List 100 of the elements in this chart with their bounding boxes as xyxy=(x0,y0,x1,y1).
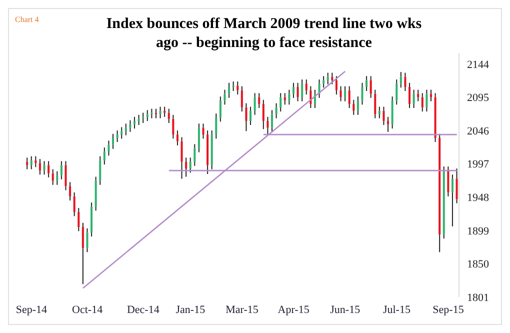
candlestick xyxy=(280,92,282,112)
x-tick-label: Oct-14 xyxy=(72,304,104,316)
candlestick xyxy=(52,168,54,186)
candlestick xyxy=(138,114,140,126)
y-tick-label: 1850 xyxy=(467,258,490,271)
candlestick xyxy=(305,79,308,95)
candlestick xyxy=(219,96,222,122)
x-tick-label: Jan-15 xyxy=(176,304,206,316)
chart-title: Index bounces off March 2009 trend line two wks ago -- beginning to face resistance xyxy=(105,15,423,53)
candlestick xyxy=(198,123,200,153)
candlestick xyxy=(48,160,50,178)
candlestick xyxy=(78,207,80,232)
candlestick xyxy=(396,79,398,106)
candlestick xyxy=(142,112,144,124)
candlestick xyxy=(34,156,37,168)
candlestick xyxy=(30,156,32,170)
candlestick xyxy=(38,158,41,176)
caption: Chart 4 xyxy=(15,15,39,24)
y-tick-label: 1899 xyxy=(467,225,490,238)
y-tick-label: 2144 xyxy=(467,58,490,71)
candlestick xyxy=(94,176,97,212)
candlestick xyxy=(382,106,385,126)
candlestick xyxy=(387,116,390,132)
candlestick xyxy=(245,102,248,132)
x-tick-label: Mar-15 xyxy=(226,304,259,316)
candlestick xyxy=(288,89,290,106)
candlestick xyxy=(232,81,234,92)
candlestick xyxy=(73,192,76,217)
x-tick-label: Sep-15 xyxy=(432,304,464,316)
candlestick xyxy=(340,86,342,102)
candlestick xyxy=(99,156,102,186)
candlestick xyxy=(56,170,58,186)
candlestick xyxy=(168,108,170,124)
candlestick xyxy=(146,110,148,122)
candlestick xyxy=(64,160,67,191)
candlestick xyxy=(43,160,46,176)
candlestick xyxy=(172,114,174,140)
y-tick-label: 1997 xyxy=(467,158,490,171)
candlestick xyxy=(103,146,106,165)
y-tick-label: 2095 xyxy=(467,92,490,104)
candlestick xyxy=(296,82,299,102)
candlestick xyxy=(348,86,350,109)
candlestick xyxy=(210,130,213,170)
candlestick xyxy=(370,76,372,98)
candlestick xyxy=(421,92,424,112)
candlestick xyxy=(69,182,72,201)
candlestick xyxy=(426,89,428,112)
candlestick xyxy=(82,222,84,285)
candlestick xyxy=(90,202,93,238)
candlestick xyxy=(254,92,256,116)
candlestick xyxy=(344,86,346,102)
candlestick xyxy=(116,130,118,143)
y-tick-label: 1801 xyxy=(467,292,489,304)
candlestick xyxy=(215,112,218,140)
candlestick xyxy=(356,96,359,116)
candlestick xyxy=(120,126,123,140)
candlestick xyxy=(442,166,445,240)
candlestick xyxy=(224,89,226,106)
x-tick-label: Sep-14 xyxy=(16,304,48,316)
candlestick xyxy=(366,76,368,92)
candlestick xyxy=(438,133,441,253)
candlestick xyxy=(164,106,166,118)
candlestick xyxy=(374,89,376,119)
candlestick xyxy=(408,82,411,109)
candlestick xyxy=(404,72,406,92)
candlestick xyxy=(447,166,450,197)
candlestick xyxy=(451,174,454,227)
candlestick xyxy=(391,96,394,129)
candlestick xyxy=(456,168,458,204)
candlestick xyxy=(361,82,364,106)
candlestick xyxy=(60,160,62,180)
candlestick xyxy=(262,99,264,130)
candlestick xyxy=(236,81,239,95)
x-tick-label: Jul-15 xyxy=(382,304,411,316)
candlestick xyxy=(228,82,230,98)
candlestick xyxy=(26,157,28,170)
candlestick xyxy=(86,228,88,253)
candlestick xyxy=(322,76,325,88)
candlestick xyxy=(284,92,286,106)
y-tick-label: 2046 xyxy=(467,125,490,138)
candlestick xyxy=(412,89,415,109)
candlestick xyxy=(194,144,196,166)
candlestick xyxy=(400,72,402,88)
x-tick-label: Apr-15 xyxy=(278,304,310,316)
candlestick xyxy=(180,136,183,180)
candlestick xyxy=(352,99,355,116)
x-tick-label: Jun-15 xyxy=(330,304,361,316)
candlestick xyxy=(202,123,204,140)
candlestick xyxy=(176,130,178,146)
candlestick xyxy=(206,130,209,174)
candlestick xyxy=(301,79,304,102)
x-tick-label: Dec-14 xyxy=(126,304,160,316)
candlestick xyxy=(266,116,269,136)
y-tick-label: 1948 xyxy=(467,192,490,204)
candlestick xyxy=(134,116,136,129)
candlestick xyxy=(129,120,132,132)
candlestick xyxy=(292,82,294,98)
candlestick xyxy=(185,157,188,178)
candlestick xyxy=(112,133,114,150)
candlestick xyxy=(240,86,243,112)
